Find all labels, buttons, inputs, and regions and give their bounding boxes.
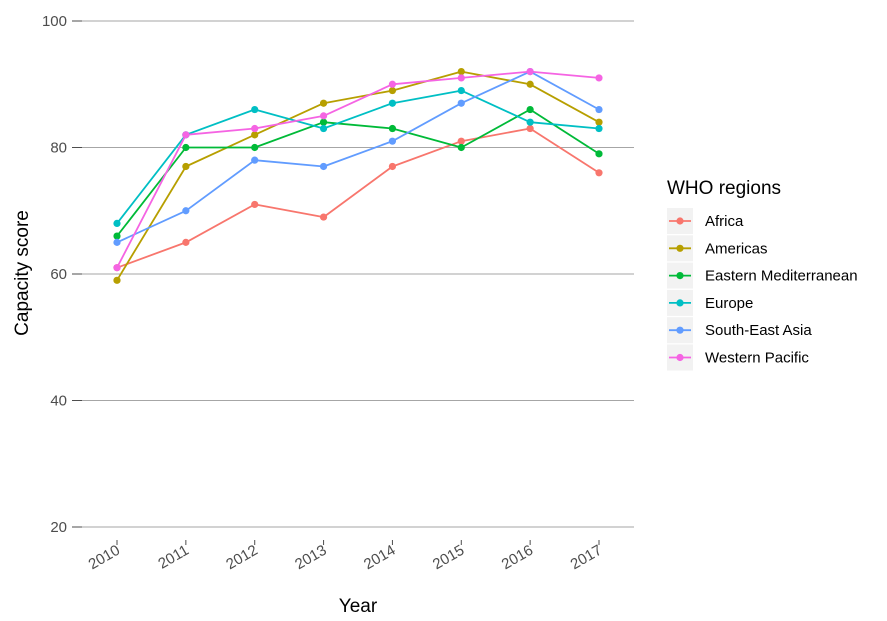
data-point-5-6 — [526, 68, 534, 76]
data-point-0-4 — [388, 162, 397, 171]
legend-label: South-East Asia — [705, 322, 812, 339]
data-point-0-5 — [457, 137, 465, 145]
data-point-2-5 — [457, 143, 465, 152]
y-tick-label: 80 — [50, 140, 67, 157]
series-line-5 — [116, 70, 600, 269]
y-axis-title: Capacity score — [12, 210, 33, 336]
data-point-3-6 — [526, 118, 534, 126]
x-tick-label: 2013 — [292, 542, 329, 573]
legend-key-point — [676, 217, 684, 225]
data-point-1-2 — [251, 131, 259, 139]
legend-label: Eastern Mediterranean — [705, 268, 858, 285]
data-point-2-2 — [251, 143, 259, 152]
data-point-2-3 — [319, 118, 328, 126]
y-tick-label: 40 — [50, 393, 67, 410]
data-point-1-7 — [595, 118, 603, 126]
data-point-5-5 — [457, 74, 465, 82]
legend-label: Africa — [705, 213, 744, 230]
data-point-2-4 — [388, 124, 397, 133]
x-axis-ticks: 2010 2011 2012 2013 2014 2015 2016 2017 — [86, 540, 605, 573]
x-tick-label: 2010 — [86, 542, 123, 573]
series-line-4 — [116, 70, 600, 244]
legend-label: Europe — [705, 295, 753, 312]
legend-key-point — [676, 244, 684, 252]
data-point-4-5 — [457, 99, 465, 107]
data-point-0-7 — [595, 169, 603, 177]
y-tick-label: 60 — [50, 266, 67, 283]
y-axis-ticks: 20 40 60 80 100 — [42, 13, 82, 536]
data-point-5-3 — [319, 112, 328, 120]
data-point-4-1 — [182, 207, 190, 215]
data-point-4-7 — [595, 105, 603, 114]
legend-key-point — [676, 272, 684, 280]
legend-title: WHO regions — [667, 178, 781, 199]
series-line-2 — [116, 108, 600, 237]
x-tick-label: 2014 — [361, 542, 398, 573]
legend-label: Western Pacific — [705, 350, 809, 367]
data-point-3-7 — [595, 124, 603, 133]
x-tick-label: 2016 — [499, 542, 536, 573]
data-point-5-0 — [113, 264, 121, 272]
y-tick-label: 100 — [42, 13, 67, 30]
data-point-5-1 — [182, 131, 190, 139]
data-point-1-5 — [457, 68, 465, 76]
legend-key-point — [676, 299, 684, 307]
data-point-0-1 — [182, 238, 190, 246]
legend-key-point — [676, 353, 684, 362]
data-point-3-5 — [457, 86, 465, 95]
data-point-4-3 — [319, 162, 328, 171]
data-point-1-0 — [113, 276, 121, 284]
legend: WHO regions Africa Americas Eastern Medite… — [667, 178, 858, 371]
y-tick-label: 20 — [50, 519, 67, 536]
data-point-1-4 — [388, 86, 397, 95]
data-point-0-3 — [319, 213, 328, 221]
gridlines — [82, 20, 634, 528]
series-line-1 — [116, 70, 600, 281]
legend-key-point — [676, 326, 684, 334]
data-point-3-4 — [388, 99, 397, 107]
series-layer — [113, 68, 603, 284]
data-point-5-4 — [388, 80, 397, 88]
data-point-2-7 — [595, 150, 603, 158]
data-point-0-6 — [526, 124, 534, 133]
data-point-3-3 — [319, 124, 328, 133]
x-tick-label: 2012 — [223, 542, 260, 573]
data-point-5-2 — [251, 124, 259, 133]
data-point-1-3 — [319, 99, 328, 107]
x-tick-label: 2017 — [568, 542, 605, 573]
x-tick-label: 2011 — [155, 542, 191, 573]
data-point-4-4 — [388, 137, 397, 145]
series-line-0 — [116, 127, 600, 269]
data-point-2-6 — [526, 105, 534, 114]
data-point-2-1 — [182, 143, 190, 152]
legend-label: Americas — [705, 240, 768, 257]
data-point-1-6 — [526, 80, 534, 88]
data-point-4-0 — [113, 238, 121, 246]
data-point-4-2 — [251, 156, 259, 164]
x-tick-label: 2015 — [430, 542, 467, 573]
data-point-3-2 — [251, 105, 259, 114]
data-point-3-0 — [113, 219, 121, 227]
data-point-5-7 — [595, 74, 603, 82]
data-point-2-0 — [113, 232, 121, 240]
x-axis-title: Year — [339, 596, 378, 617]
data-point-0-2 — [251, 200, 259, 209]
data-point-1-1 — [182, 162, 190, 171]
series-line-3 — [116, 89, 600, 224]
